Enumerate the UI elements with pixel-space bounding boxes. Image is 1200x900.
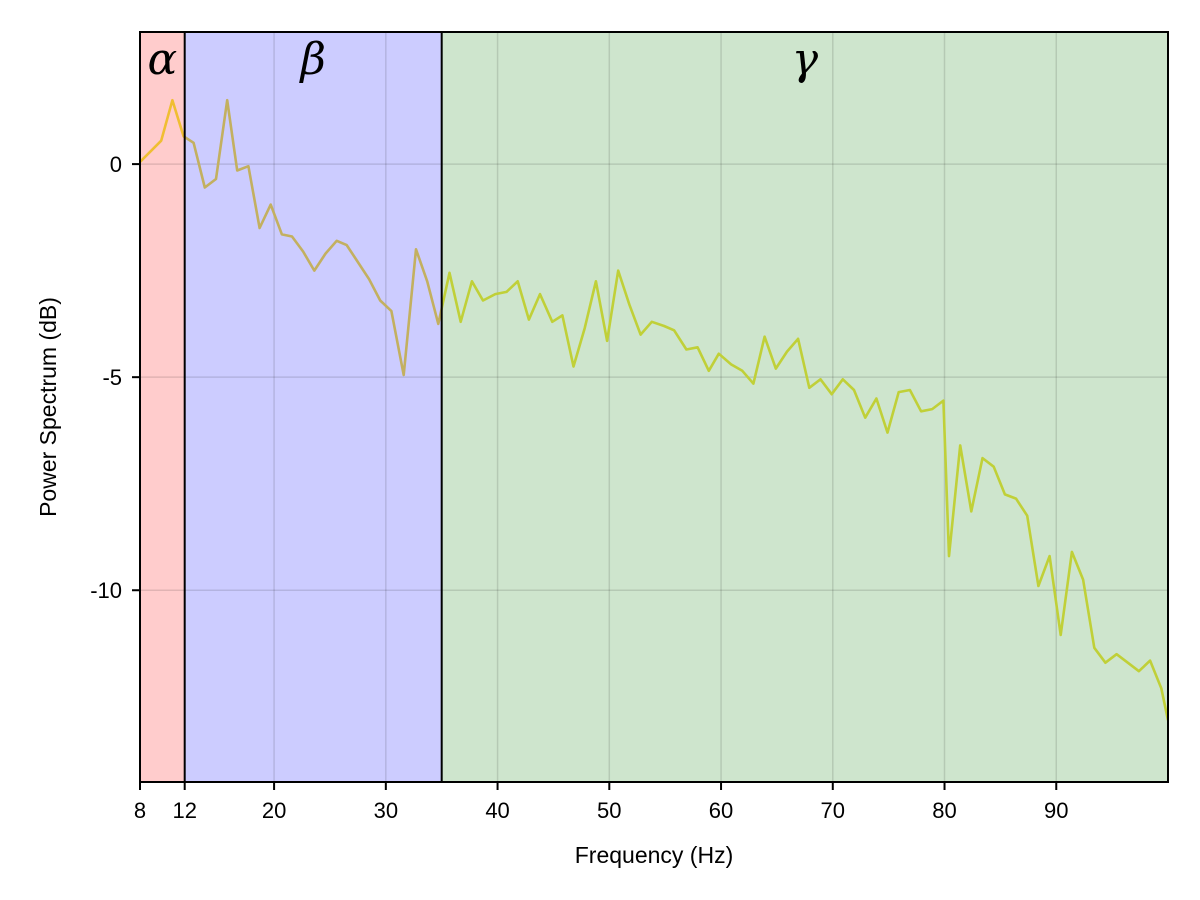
x-tick-label: 70	[821, 798, 845, 823]
x-tick-label: 20	[262, 798, 286, 823]
spectrum-line	[441, 269, 1168, 721]
y-tick-label: 0	[110, 152, 122, 177]
band-region	[140, 32, 185, 782]
x-tick-label: 90	[1044, 798, 1068, 823]
band-region	[441, 32, 1168, 782]
axis-ticks: 8 12 20 30 40 50 60 70 80 90 0 -5 -10	[90, 152, 1068, 823]
x-tick-label: 80	[932, 798, 956, 823]
plot-frame	[139, 31, 1169, 783]
y-tick-label: -5	[102, 365, 122, 390]
band-region	[184, 32, 442, 782]
x-tick-label: 12	[172, 798, 196, 823]
x-tick-label: 40	[485, 798, 509, 823]
x-tick-label: 8	[134, 798, 146, 823]
spectrum-line-layer	[140, 98, 1168, 721]
x-tick-label: 50	[597, 798, 621, 823]
x-tick-label: 60	[709, 798, 733, 823]
x-axis-label: Frequency (Hz)	[575, 842, 733, 868]
plot-border	[139, 31, 1169, 783]
x-tick-label: 30	[374, 798, 398, 823]
grid-lines	[140, 32, 1168, 782]
band-label: β	[298, 34, 325, 85]
y-tick-label: -10	[90, 578, 122, 603]
frequency-bands: α β γ	[140, 32, 1168, 782]
band-label: γ	[792, 34, 819, 85]
y-axis-label: Power Spectrum (dB)	[35, 297, 61, 517]
spectrum-line	[184, 98, 442, 377]
band-label: α	[147, 34, 177, 85]
